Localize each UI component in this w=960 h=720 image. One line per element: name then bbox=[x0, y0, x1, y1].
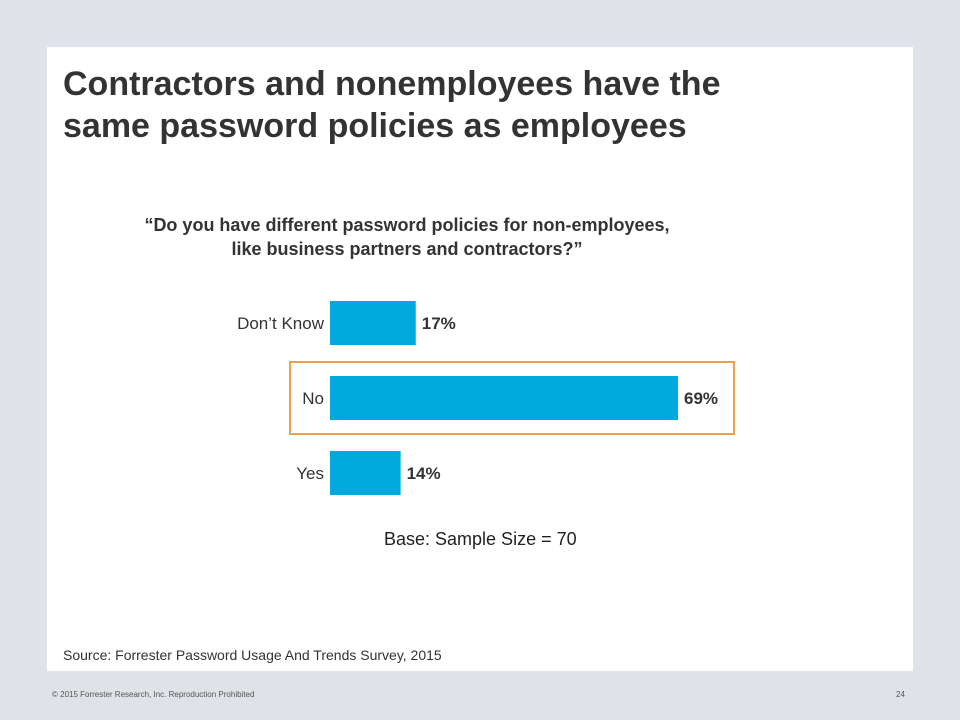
category-label-don-t-know: Don’t Know bbox=[237, 314, 325, 333]
bar-chart: Don’t Know 17% No 69% Yes 14% bbox=[237, 301, 735, 495]
footer-copyright: © 2015 Forrester Research, Inc. Reproduc… bbox=[52, 690, 255, 699]
source-note: Source: Forrester Password Usage And Tre… bbox=[63, 647, 442, 663]
value-label-yes: 14% bbox=[407, 464, 441, 483]
chart-title-line-2: like business partners and contractors?” bbox=[231, 239, 583, 259]
category-label-yes: Yes bbox=[296, 464, 324, 483]
base-note: Base: Sample Size = 70 bbox=[384, 529, 577, 549]
bar-don-t-know bbox=[330, 301, 416, 345]
chart-title: “Do you have different password policies… bbox=[127, 213, 687, 261]
slide: Contractors and nonemployees have the sa… bbox=[47, 47, 913, 671]
footer-page-number: 24 bbox=[896, 690, 905, 699]
slide-title-line-1: Contractors and nonemployees have the bbox=[63, 65, 721, 103]
bar-no bbox=[330, 376, 678, 420]
slide-title: Contractors and nonemployees have the sa… bbox=[63, 63, 903, 147]
value-label-no: 69% bbox=[684, 389, 718, 408]
chart-title-line-1: “Do you have different password policies… bbox=[144, 215, 670, 235]
bar-yes bbox=[330, 451, 401, 495]
slide-title-line-2: same password policies as employees bbox=[63, 107, 687, 145]
category-label-no: No bbox=[302, 389, 324, 408]
value-label-don-t-know: 17% bbox=[422, 314, 456, 333]
highlight-box bbox=[289, 361, 735, 435]
